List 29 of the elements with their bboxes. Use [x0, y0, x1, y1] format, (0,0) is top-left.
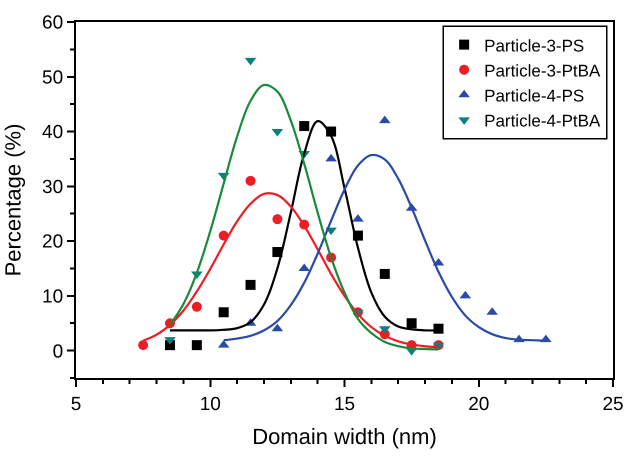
- x-tick-label: 5: [70, 394, 82, 415]
- point: [433, 324, 444, 334]
- y-tick-label: 40: [42, 122, 64, 144]
- x-tick-label: 15: [334, 394, 356, 415]
- y-tick-label: 20: [42, 232, 64, 253]
- point: [406, 318, 417, 328]
- point: [299, 121, 310, 132]
- legend-label: Particle-3-PtBA: [484, 61, 601, 80]
- legend-label: Particle-4-PtBA: [484, 112, 601, 131]
- y-tick-label: 50: [42, 67, 64, 88]
- point: [218, 307, 229, 318]
- point: [192, 302, 202, 312]
- point: [380, 268, 390, 279]
- x-tick-label: 20: [468, 394, 490, 415]
- x-tick-label: 10: [200, 394, 221, 415]
- point: [192, 340, 202, 350]
- y-tick-label: 30: [42, 176, 64, 198]
- legend-label: Particle-4-PS: [484, 86, 584, 106]
- y-tick-label: 10: [42, 286, 64, 308]
- y-tick-label: 0: [52, 341, 64, 362]
- x-axis-title: Domain width (nm): [252, 424, 437, 450]
- point: [246, 280, 256, 290]
- y-tick-label: 60: [42, 12, 64, 34]
- legend-label: Particle-3-PS: [484, 36, 584, 56]
- point: [272, 214, 282, 224]
- point: [246, 176, 256, 186]
- point: [138, 340, 148, 350]
- y-axis-title: Percentage (%): [0, 124, 26, 276]
- x-tick-label: 25: [602, 394, 624, 415]
